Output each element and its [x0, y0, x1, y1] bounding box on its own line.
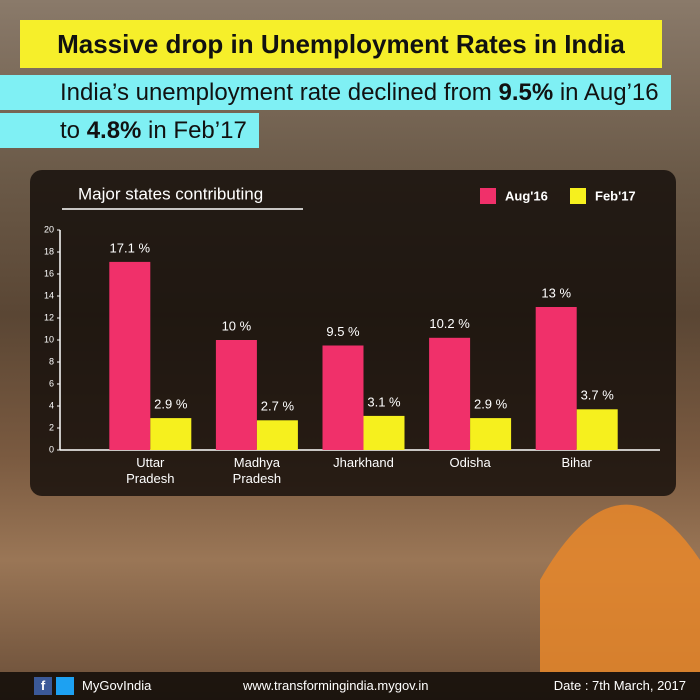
bar: [215, 340, 257, 450]
value-label: 17.1 %: [110, 240, 151, 255]
value-label: 2.7 %: [261, 399, 295, 414]
twitter-icon[interactable]: [56, 677, 74, 695]
value-label: 13 %: [541, 285, 571, 300]
date: Date : 7th March, 2017: [553, 678, 686, 693]
value-label: 9.5 %: [326, 324, 360, 339]
footer: f MyGovIndia www.transformingindia.mygov…: [0, 672, 700, 700]
bar: [109, 261, 151, 450]
y-tick-label: 16: [44, 268, 54, 278]
x-tick-label: Bihar: [561, 455, 592, 470]
bar: [363, 415, 405, 450]
legend-swatch: [480, 188, 496, 204]
y-tick-label: 6: [49, 378, 54, 388]
y-tick-label: 12: [44, 312, 54, 322]
y-tick-label: 2: [49, 422, 54, 432]
y-tick-label: 20: [44, 224, 54, 234]
y-tick-label: 10: [44, 334, 54, 344]
subtitle-text: in Feb’17: [141, 117, 247, 144]
x-tick-label: Jharkhand: [333, 455, 394, 470]
title: Massive drop in Unemployment Rates in In…: [20, 20, 662, 68]
bar: [535, 307, 577, 450]
value-label: 3.1 %: [367, 394, 401, 409]
website: www.transformingindia.mygov.in: [243, 678, 429, 693]
bar: [429, 337, 471, 450]
x-tick-label: Madhya Pradesh: [232, 455, 282, 486]
chart-panel: [30, 170, 676, 496]
bar: [256, 420, 298, 450]
photo-figure: [540, 504, 700, 672]
handle: MyGovIndia: [82, 678, 152, 693]
subtitle-text: in Aug’16 to: [60, 79, 659, 144]
value-label: 3.7 %: [581, 388, 615, 403]
y-tick-label: 18: [44, 246, 54, 256]
bar: [322, 345, 364, 450]
subtitle-value: 4.8%: [86, 117, 142, 144]
x-tick-label: Odisha: [449, 455, 491, 470]
value-label: 2.9 %: [154, 397, 188, 412]
bar: [576, 409, 618, 450]
legend-swatch: [570, 188, 586, 204]
subtitle-text: India’s unemployment rate declined from: [60, 79, 499, 106]
chart-title: Major states contributing: [78, 184, 263, 203]
bar: [470, 418, 512, 450]
y-tick-label: 14: [44, 290, 54, 300]
legend-label: Aug'16: [505, 188, 548, 203]
subtitle-value: 9.5%: [498, 79, 554, 106]
y-tick-label: 8: [49, 356, 54, 366]
value-label: 10 %: [222, 318, 252, 333]
subtitle: India’s unemployment rate declined from …: [0, 74, 671, 150]
y-tick-label: 0: [49, 444, 54, 454]
bar: [150, 418, 192, 450]
value-label: 10.2 %: [429, 316, 470, 331]
legend-label: Feb'17: [595, 188, 636, 203]
y-tick-label: 4: [49, 400, 54, 410]
facebook-icon[interactable]: f: [34, 677, 52, 695]
x-tick-label: Uttar Pradesh: [126, 455, 175, 486]
value-label: 2.9 %: [474, 397, 508, 412]
chart: Major states contributing 0 2 4 6 8 10 12 14 16 1…: [30, 170, 700, 672]
